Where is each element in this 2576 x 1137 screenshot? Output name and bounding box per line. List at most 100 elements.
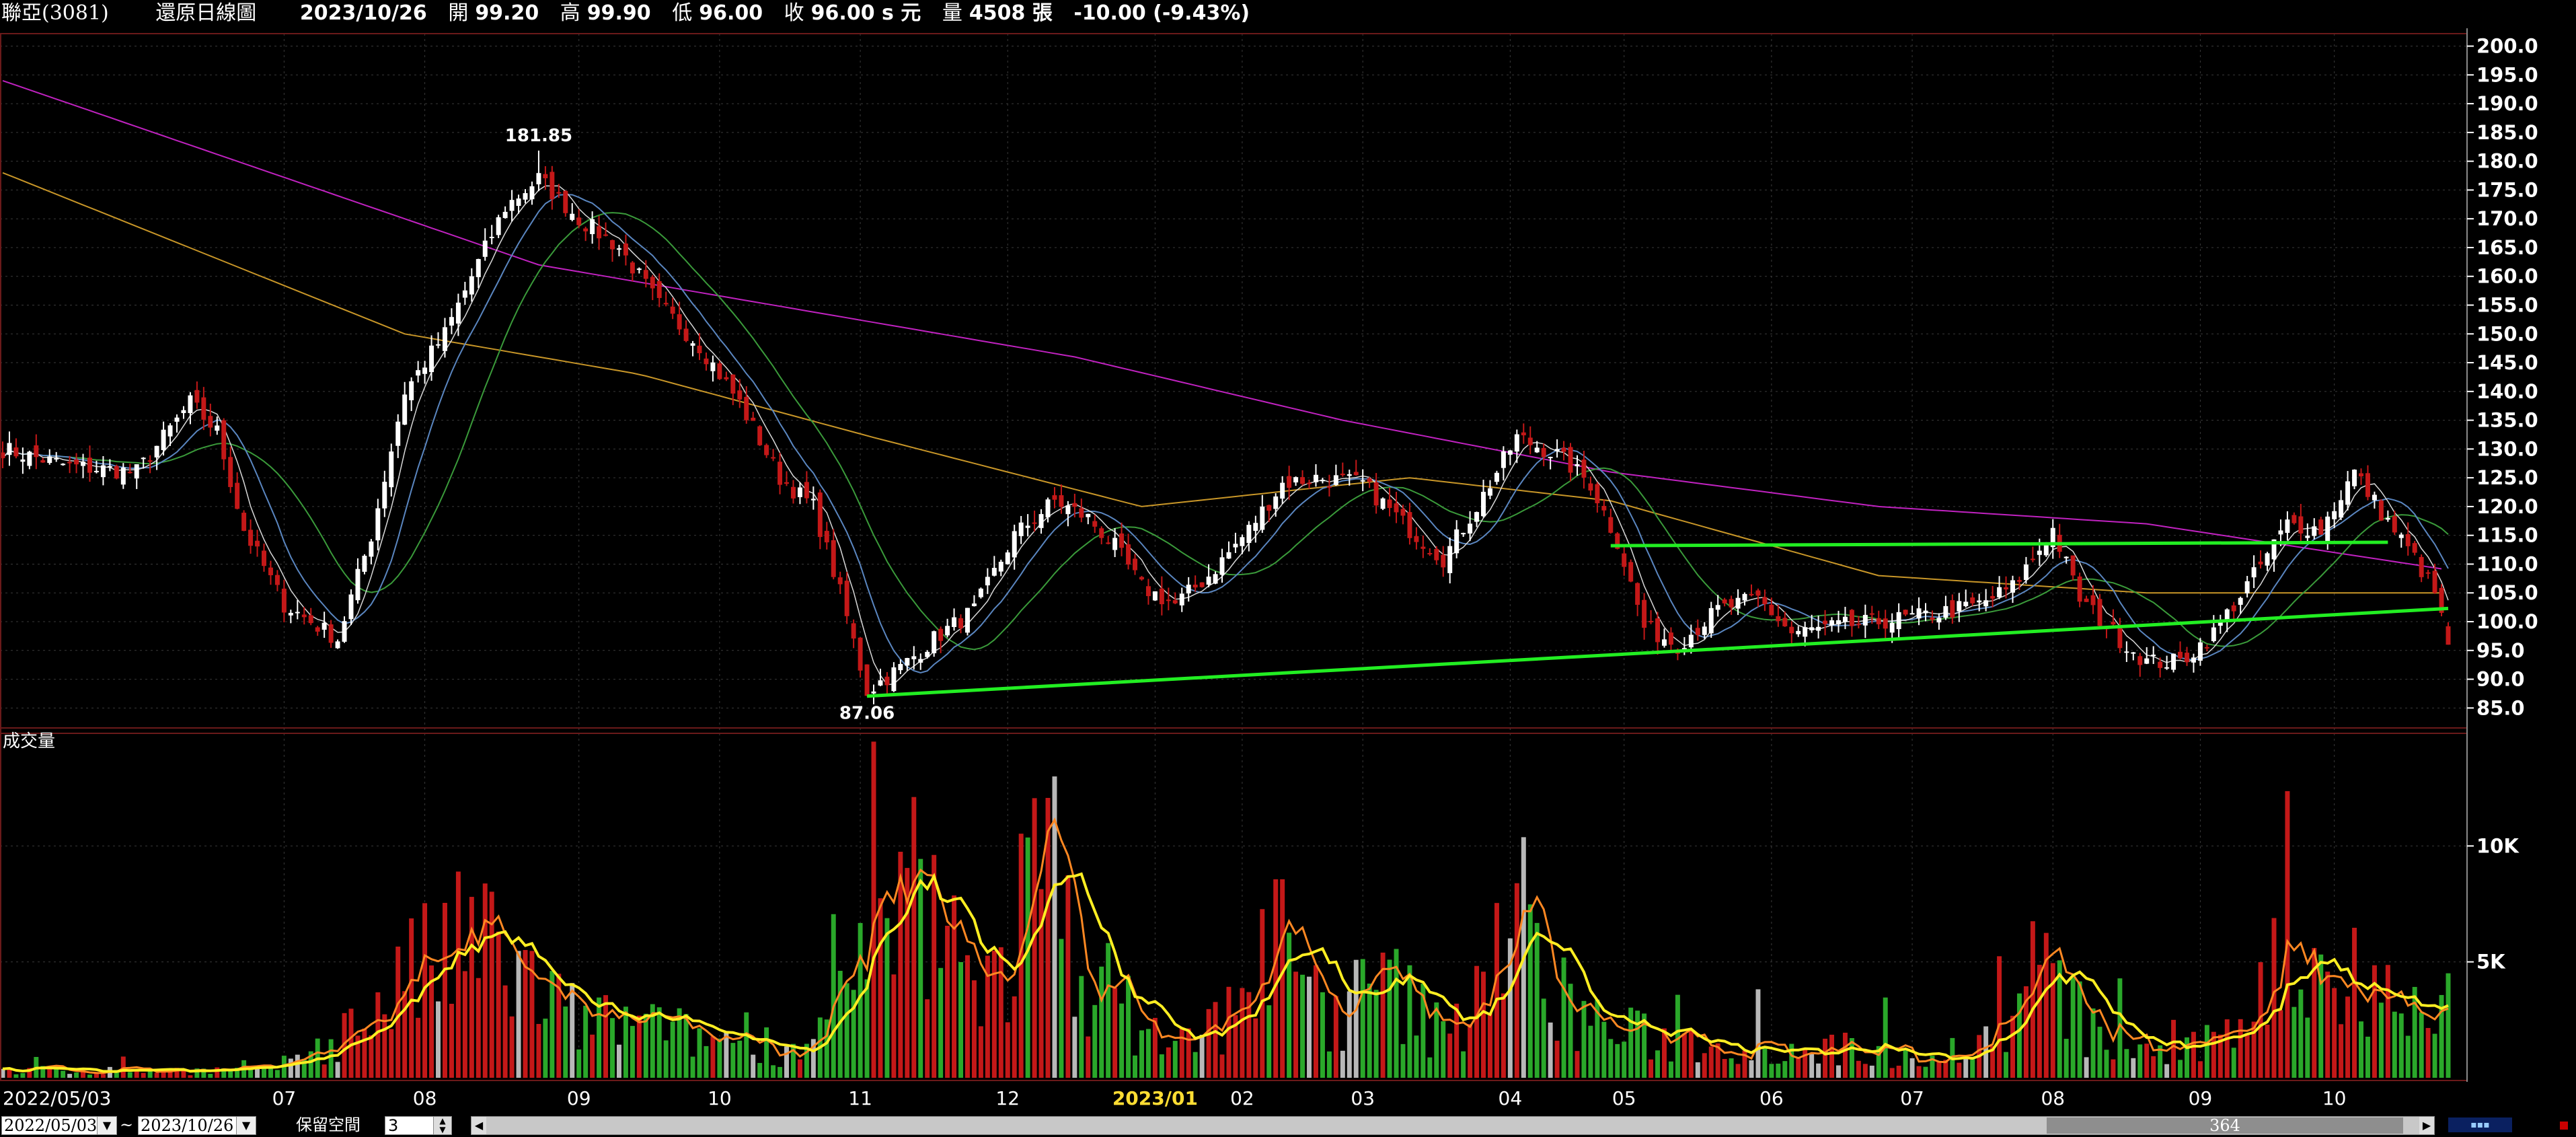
- candle-body: [147, 460, 153, 462]
- candle-body: [114, 466, 119, 479]
- candle-body: [978, 588, 983, 597]
- candle-body: [1829, 620, 1835, 626]
- stock-chart[interactable]: 200.0 195.0 190.0 185.0 180.0 175.0 170.0 165.0…: [0, 28, 2576, 1113]
- candle-body: [1253, 523, 1258, 531]
- volume-bar: [482, 883, 488, 1078]
- month-label: 12: [995, 1087, 1020, 1109]
- candle-body: [509, 200, 515, 211]
- volume-bar: [208, 1074, 213, 1078]
- price-tick-label: 150.0: [2476, 322, 2538, 345]
- close-value: 96.00 s 元: [810, 1, 921, 25]
- volume-bar: [978, 1026, 983, 1078]
- volume-bar: [2231, 1048, 2236, 1078]
- candle-body: [1313, 474, 1318, 482]
- candle-body: [576, 217, 582, 225]
- candle-body: [1012, 531, 1017, 558]
- volume-bar: [583, 1005, 589, 1078]
- volume-bar: [1615, 1043, 1620, 1078]
- volume-bar: [1957, 1062, 1962, 1078]
- volume-bar: [1916, 1066, 1922, 1078]
- chevron-down-icon[interactable]: ▼: [97, 1117, 116, 1134]
- volume-bar: [2043, 932, 2049, 1078]
- candle-body: [1427, 553, 1433, 555]
- candle-body: [1373, 482, 1379, 506]
- start-date-select[interactable]: 2022/05/03 ▼: [1, 1116, 117, 1135]
- volume-bar: [335, 1062, 340, 1078]
- volume-bar: [93, 1073, 99, 1078]
- candle-body: [1145, 586, 1151, 597]
- ma-20-line: [2, 212, 2449, 651]
- volume-bar: [27, 1068, 32, 1078]
- candle-body: [422, 367, 428, 374]
- chart-scrollbar[interactable]: ◀ 364 ▶: [471, 1116, 2435, 1135]
- volume-bar: [1782, 1061, 1788, 1078]
- candle-body: [1628, 562, 1634, 582]
- month-label: 07: [272, 1087, 297, 1109]
- chart-type-label: 還原日線圖: [155, 1, 257, 25]
- volume-bar: [54, 1069, 59, 1078]
- spin-arrows-icon[interactable]: ▲ ▼: [433, 1117, 451, 1134]
- candle-body: [1575, 464, 1580, 467]
- candle-body: [2164, 667, 2170, 669]
- candle-body: [1923, 610, 1928, 614]
- scroll-right-icon[interactable]: ▶: [2419, 1117, 2434, 1134]
- candle-body: [784, 482, 789, 484]
- volume-bar: [1688, 1029, 1694, 1078]
- candle-body: [1434, 549, 1439, 560]
- reserve-space-stepper[interactable]: 3 ▲ ▼: [385, 1116, 452, 1135]
- quote-header: 聯亞(3081) 還原日線圖 2023/10/26 開 99.20 高 99.90 …: [0, 0, 2576, 28]
- price-tick-label: 145.0: [2476, 351, 2538, 374]
- scrollbar-thumb[interactable]: 364: [2047, 1117, 2403, 1134]
- candle-body: [2439, 587, 2444, 613]
- candle-body: [1950, 600, 1955, 618]
- volume-bar: [1735, 1064, 1741, 1078]
- volume-bar: [1903, 1049, 1908, 1078]
- volume-bar: [1394, 949, 1399, 1078]
- end-date-select[interactable]: 2023/10/26 ▼: [138, 1116, 256, 1135]
- volume-bar: [744, 1012, 749, 1078]
- candle-body: [127, 472, 132, 474]
- volume-bar: [590, 1034, 595, 1078]
- volume-bar: [1876, 1046, 1881, 1078]
- volume-bar: [342, 1013, 347, 1078]
- reserve-space-label: 保留空間: [296, 1115, 361, 1134]
- stock-name: 聯亞(3081): [1, 1, 109, 25]
- candle-body: [1601, 505, 1607, 511]
- candle-body: [1943, 606, 1948, 618]
- candle-body: [778, 462, 783, 485]
- volume-bar: [797, 1059, 802, 1078]
- candle-body: [1869, 613, 1874, 615]
- volume-bar: [2070, 977, 2076, 1078]
- volume-bar: [1166, 1047, 1171, 1078]
- volume-bar: [1025, 837, 1030, 1078]
- month-label: 11: [848, 1087, 872, 1109]
- volume-bar: [1126, 976, 1131, 1078]
- candle-body: [704, 358, 709, 365]
- volume-bar: [1970, 1057, 1975, 1078]
- volume-bar: [1930, 1056, 1935, 1078]
- volume-bar: [2251, 1021, 2257, 1078]
- volume-bar: [2238, 1019, 2243, 1078]
- volume-bar: [985, 955, 990, 1078]
- price-tick-label: 175.0: [2476, 178, 2538, 201]
- volume-bar: [2178, 1060, 2183, 1078]
- volume-bar: [469, 897, 474, 1078]
- volume-bar: [1829, 1034, 1835, 1078]
- volume-bar: [724, 1032, 729, 1078]
- volume-bar: [516, 951, 521, 1078]
- volume-bar: [2030, 921, 2035, 1078]
- month-label: 2022/05/03: [3, 1087, 111, 1109]
- scroll-left-icon[interactable]: ◀: [471, 1117, 486, 1134]
- candle-body: [2004, 587, 2009, 590]
- quote-date: 2023/10/26: [299, 1, 427, 25]
- volume-bar: [1447, 1033, 1453, 1078]
- candle-body: [2124, 651, 2129, 653]
- volume-bar: [248, 1067, 254, 1078]
- candle-body: [262, 550, 266, 566]
- candle-body: [389, 451, 394, 488]
- candle-body: [1099, 528, 1104, 538]
- candle-body: [321, 622, 327, 630]
- chevron-down-icon[interactable]: ▼: [236, 1117, 256, 1134]
- volume-bar: [1387, 959, 1392, 1078]
- candle-body: [1796, 630, 1801, 634]
